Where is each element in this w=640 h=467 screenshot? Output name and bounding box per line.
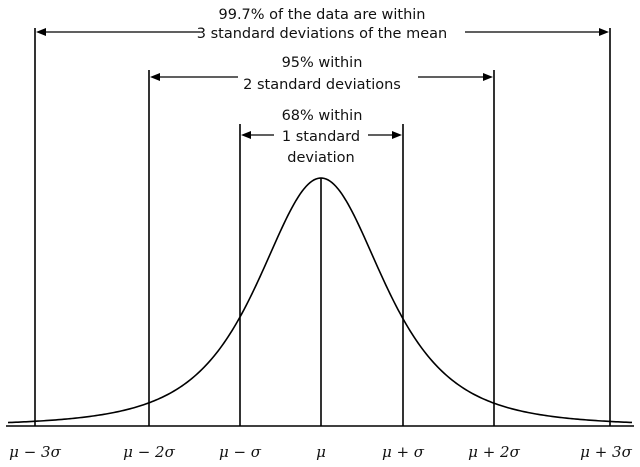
bell-curve — [7, 177, 633, 424]
tick-minus-1sigma: μ − σ — [219, 443, 262, 461]
tick-minus-2sigma: μ − 2σ — [123, 443, 175, 461]
sd1-label-line1: 68% within — [282, 108, 363, 124]
sd1-arrows — [241, 131, 402, 139]
tick-minus-3sigma: μ − 3σ — [9, 443, 61, 461]
sd1-label-line2: 1 standard — [282, 129, 360, 145]
sd2-label-line1: 95% within — [282, 55, 363, 71]
tick-plus-1sigma: μ + σ — [382, 443, 425, 461]
sd3-arrows — [36, 28, 609, 36]
tick-plus-3sigma: μ + 3σ — [580, 443, 632, 461]
tick-plus-2sigma: μ + 2σ — [468, 443, 520, 461]
tick-mean: μ — [316, 443, 326, 461]
sd2-arrows — [150, 73, 493, 81]
sd3-label-line1: 99.7% of the data are within — [219, 7, 426, 23]
sd2-label-line2: 2 standard deviations — [243, 77, 401, 93]
sd1-label-line3: deviation — [287, 150, 354, 166]
sd3-label-line2: 3 standard deviations of the mean — [197, 26, 447, 42]
